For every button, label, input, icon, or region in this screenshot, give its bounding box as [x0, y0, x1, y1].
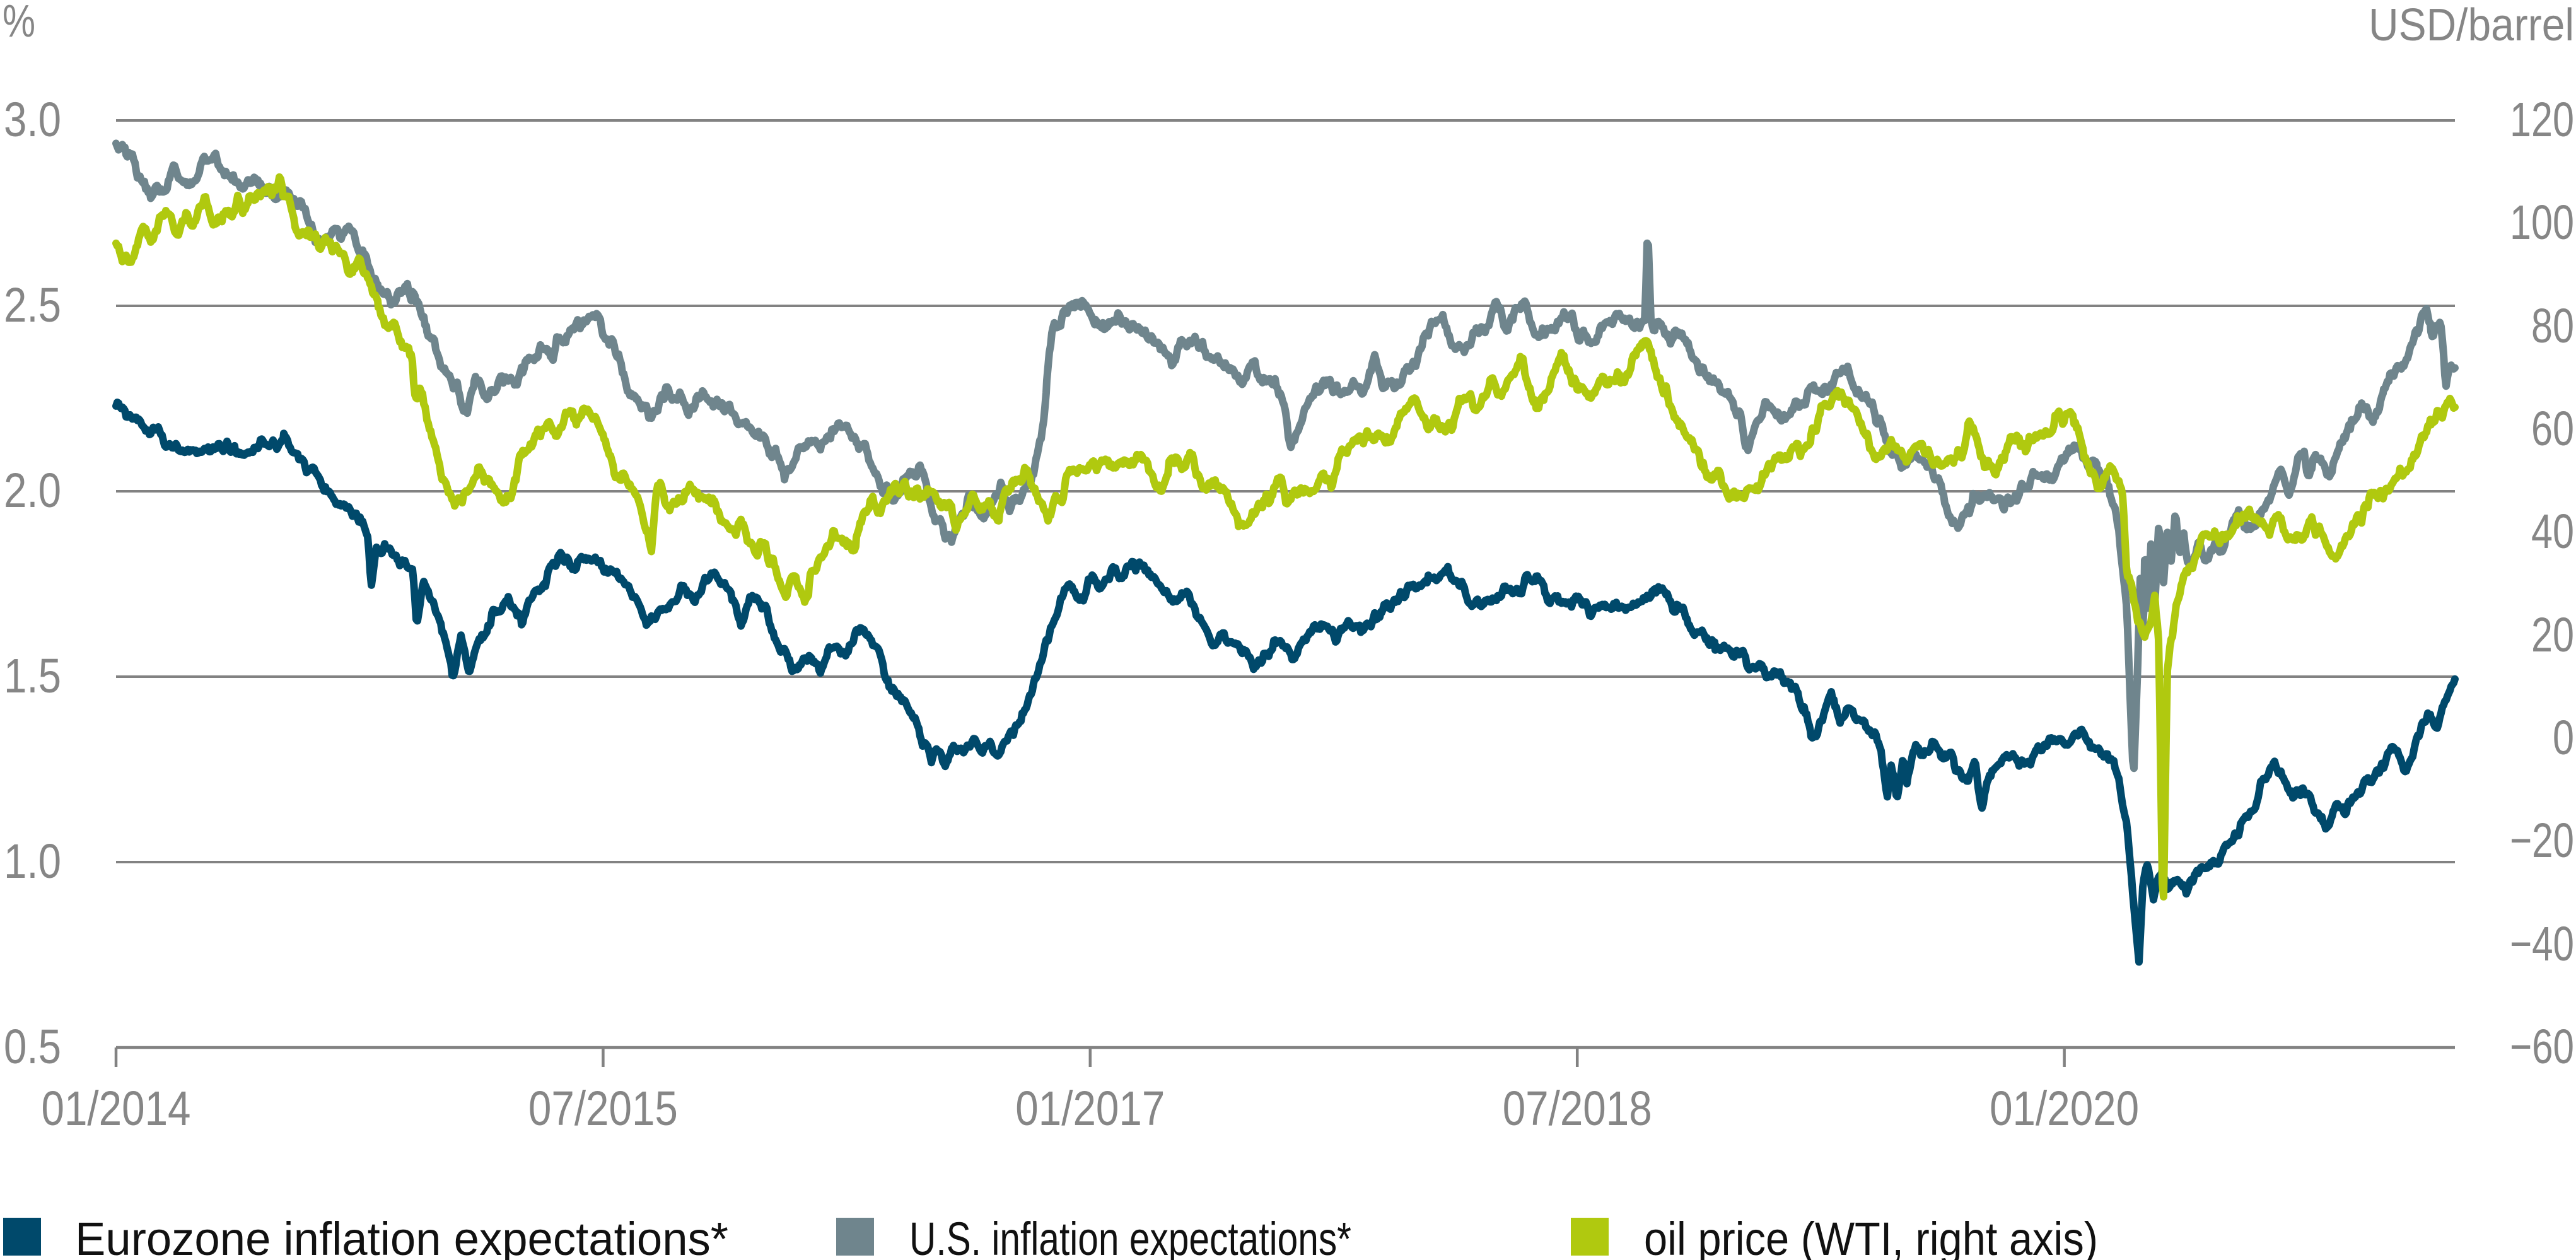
svg-text:3.0: 3.0 [4, 93, 61, 147]
svg-text:07/2018: 07/2018 [1503, 1082, 1652, 1136]
svg-text:40: 40 [2531, 505, 2574, 559]
svg-text:20: 20 [2531, 608, 2574, 662]
svg-text:120: 120 [2510, 93, 2574, 147]
svg-text:−20: −20 [2510, 814, 2574, 868]
svg-text:0: 0 [2553, 711, 2574, 765]
svg-text:USD/barrel: USD/barrel [2369, 0, 2574, 50]
svg-text:−40: −40 [2510, 917, 2574, 971]
svg-text:%: % [3, 0, 35, 47]
svg-text:Eurozone inflation expectation: Eurozone inflation expectations* [75, 1213, 728, 1260]
svg-text:0.5: 0.5 [4, 1020, 61, 1074]
svg-text:oil price (WTI, right axis): oil price (WTI, right axis) [1644, 1213, 2098, 1260]
svg-text:1.5: 1.5 [4, 649, 61, 703]
svg-text:60: 60 [2531, 402, 2574, 456]
svg-text:100: 100 [2510, 195, 2574, 250]
svg-text:80: 80 [2531, 299, 2574, 353]
svg-text:2.5: 2.5 [4, 278, 61, 332]
svg-text:01/2014: 01/2014 [42, 1082, 191, 1136]
svg-text:01/2020: 01/2020 [1990, 1082, 2139, 1136]
svg-text:U.S. inflation expectations*: U.S. inflation expectations* [909, 1213, 1351, 1260]
svg-text:1.0: 1.0 [4, 834, 61, 889]
svg-text:−60: −60 [2510, 1020, 2574, 1074]
svg-text:2.0: 2.0 [4, 464, 61, 518]
svg-text:07/2015: 07/2015 [528, 1082, 678, 1136]
svg-text:01/2017: 01/2017 [1015, 1082, 1165, 1136]
